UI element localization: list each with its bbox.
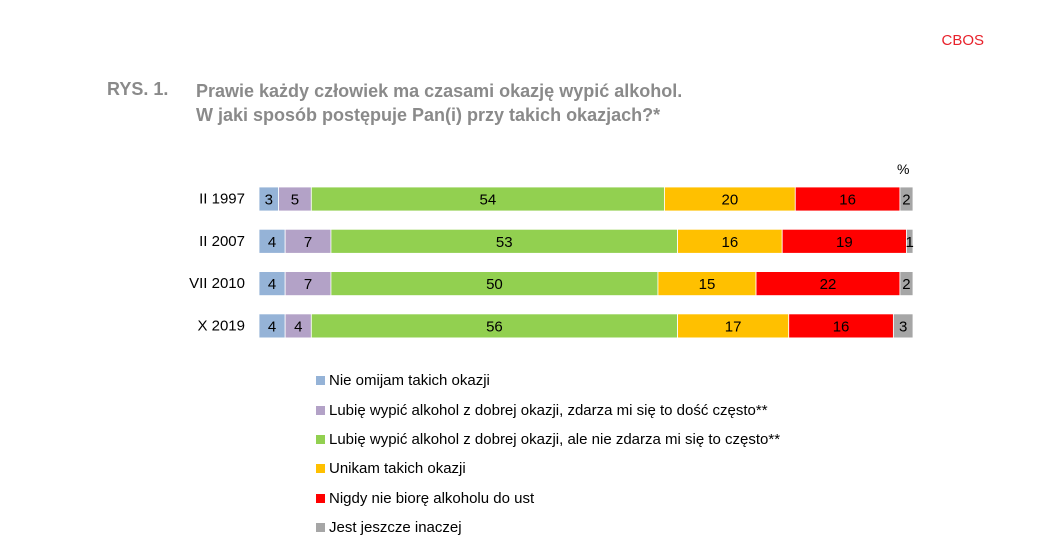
bar-segment bbox=[892, 313, 914, 339]
data-label: 7 bbox=[304, 234, 312, 251]
legend-label: Lubię wypić alkohol z dobrej okazji, zda… bbox=[329, 401, 768, 419]
unit-label: % bbox=[897, 161, 910, 177]
bar-segment bbox=[657, 271, 757, 297]
bar-segment bbox=[755, 271, 901, 297]
data-label: 2 bbox=[902, 276, 910, 293]
data-label: 4 bbox=[294, 318, 302, 335]
bar-segment bbox=[906, 228, 914, 254]
bar-segment bbox=[781, 228, 907, 254]
bar-segment bbox=[330, 271, 659, 297]
data-label: 20 bbox=[722, 192, 739, 209]
legend-label: Unikam takich okazji bbox=[329, 460, 466, 478]
bar-segment bbox=[284, 228, 332, 254]
legend-item: Unikam takich okazji bbox=[316, 454, 780, 483]
data-label: 16 bbox=[722, 234, 739, 251]
data-label: 53 bbox=[496, 234, 513, 251]
data-label: 16 bbox=[833, 318, 850, 335]
data-label: 56 bbox=[486, 318, 503, 335]
data-label: 54 bbox=[480, 192, 497, 209]
data-label: 22 bbox=[820, 276, 837, 293]
data-label: 16 bbox=[839, 192, 856, 209]
bar-segment bbox=[258, 313, 286, 339]
bar-segment bbox=[284, 271, 332, 297]
legend-item: Lubię wypić alkohol z dobrej okazji, ale… bbox=[316, 425, 780, 454]
data-label: 5 bbox=[291, 192, 299, 209]
data-label: 4 bbox=[268, 234, 276, 251]
legend-item: Jest jeszcze inaczej bbox=[316, 513, 780, 542]
data-label: 1 bbox=[906, 234, 914, 251]
bar-segment bbox=[258, 228, 286, 254]
figure-title-line-1: Prawie każdy człowiek ma czasami okazję … bbox=[196, 81, 683, 101]
bar-segment bbox=[899, 186, 914, 212]
bar-segment bbox=[278, 186, 312, 212]
data-label: 19 bbox=[836, 234, 853, 251]
bar-segment bbox=[310, 313, 678, 339]
legend-item: Lubię wypić alkohol z dobrej okazji, zda… bbox=[316, 395, 780, 424]
figure-number: RYS. 1. bbox=[107, 79, 169, 99]
legend-swatch bbox=[316, 493, 325, 503]
legend-swatch bbox=[316, 523, 325, 533]
legend-label: Nigdy nie biorę alkoholu do ust bbox=[329, 489, 535, 507]
category-label: II 2007 bbox=[199, 233, 245, 250]
legend-swatch bbox=[316, 405, 325, 415]
category-label: II 1997 bbox=[199, 191, 245, 208]
brand-label: CBOS bbox=[941, 32, 984, 49]
data-label: 2 bbox=[902, 192, 910, 209]
chart-legend: Nie omijam takich okazji Lubię wypić alk… bbox=[316, 366, 780, 542]
category-label: X 2019 bbox=[197, 317, 245, 334]
data-label: 4 bbox=[268, 276, 276, 293]
data-label: 17 bbox=[725, 318, 742, 335]
bar-segment bbox=[664, 186, 796, 212]
data-label: 3 bbox=[265, 192, 273, 209]
figure-title-line-2: W jaki sposób postępuje Pan(i) przy taki… bbox=[196, 105, 661, 125]
bar-segment bbox=[899, 271, 914, 297]
legend-swatch bbox=[316, 376, 325, 386]
category-label: VII 2010 bbox=[189, 275, 245, 292]
legend-swatch bbox=[316, 434, 325, 444]
legend-label: Nie omijam takich okazji bbox=[329, 372, 490, 390]
bar-segment bbox=[258, 271, 286, 297]
data-label: 15 bbox=[699, 276, 716, 293]
figure-title: Prawie każdy człowiek ma czasami okazję … bbox=[196, 79, 682, 127]
data-label: 7 bbox=[304, 276, 312, 293]
bar-segment bbox=[330, 228, 678, 254]
bar-segment bbox=[677, 228, 783, 254]
legend-label: Jest jeszcze inaczej bbox=[329, 519, 462, 537]
legend-swatch bbox=[316, 464, 325, 474]
legend-item: Nie omijam takich okazji bbox=[316, 366, 780, 395]
legend-item: Nigdy nie biorę alkoholu do ust bbox=[316, 484, 780, 513]
legend-label: Lubię wypić alkohol z dobrej okazji, ale… bbox=[329, 430, 781, 448]
bar-segment bbox=[284, 313, 312, 339]
data-label: 3 bbox=[899, 318, 907, 335]
data-label: 4 bbox=[268, 318, 276, 335]
data-label: 50 bbox=[486, 276, 503, 293]
